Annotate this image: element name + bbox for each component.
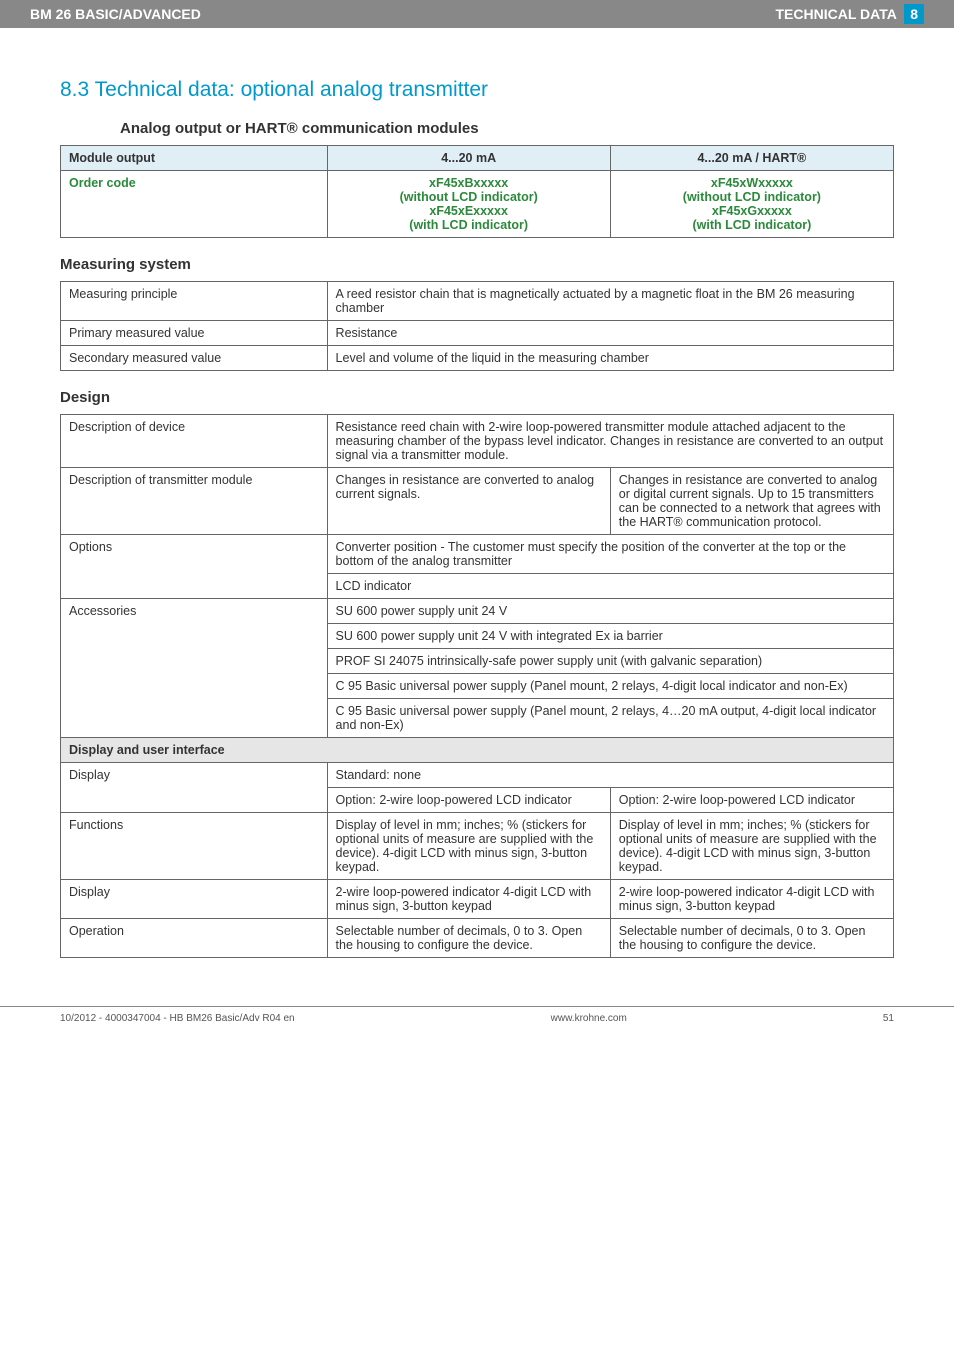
- design-title: Design: [60, 389, 894, 406]
- design-r2c3: Changes in resistance are converted to a…: [610, 468, 893, 535]
- design-r3c1: Options: [61, 535, 328, 599]
- design-r2c2: Changes in resistance are converted to a…: [327, 468, 610, 535]
- design-r5c1: Display: [61, 763, 328, 813]
- header-right: TECHNICAL DATA 8: [776, 6, 925, 22]
- design-r6c1: Functions: [61, 813, 328, 880]
- design-r8c3: Selectable number of decimals, 0 to 3. O…: [610, 919, 893, 958]
- measuring-r1c1: Measuring principle: [61, 282, 328, 321]
- design-r1c2: Resistance reed chain with 2-wire loop-p…: [327, 415, 893, 468]
- measuring-title: Measuring system: [60, 256, 894, 273]
- design-r5b3: Option: 2-wire loop-powered LCD indicato…: [610, 788, 893, 813]
- section-title: 8.3 Technical data: optional analog tran…: [60, 78, 894, 102]
- design-r3b: LCD indicator: [327, 574, 893, 599]
- subsection-title: Analog output or HART® communication mod…: [120, 120, 894, 137]
- design-table: Description of device Resistance reed ch…: [60, 414, 894, 958]
- design-r4d: C 95 Basic universal power supply (Panel…: [327, 674, 893, 699]
- footer-left: 10/2012 - 4000347004 - HB BM26 Basic/Adv…: [60, 1013, 295, 1024]
- header-right-label: TECHNICAL DATA: [776, 6, 897, 22]
- measuring-table: Measuring principle A reed resistor chai…: [60, 281, 894, 371]
- measuring-r1c2: A reed resistor chain that is magnetical…: [327, 282, 893, 321]
- module-header-3: 4...20 mA / HART®: [610, 146, 893, 171]
- measuring-r2c2: Resistance: [327, 321, 893, 346]
- design-r7c3: 2-wire loop-powered indicator 4-digit LC…: [610, 880, 893, 919]
- footer-right: 51: [883, 1013, 894, 1024]
- measuring-r3c2: Level and volume of the liquid in the me…: [327, 346, 893, 371]
- page-footer: 10/2012 - 4000347004 - HB BM26 Basic/Adv…: [0, 1006, 954, 1030]
- design-r7c1: Display: [61, 880, 328, 919]
- design-r4b: SU 600 power supply unit 24 V with integ…: [327, 624, 893, 649]
- design-dui-header: Display and user interface: [61, 738, 894, 763]
- footer-center: www.krohne.com: [551, 1013, 627, 1024]
- design-r1c1: Description of device: [61, 415, 328, 468]
- design-r6c3: Display of level in mm; inches; % (stick…: [610, 813, 893, 880]
- design-r3c2: Converter position - The customer must s…: [327, 535, 893, 574]
- design-r8c2: Selectable number of decimals, 0 to 3. O…: [327, 919, 610, 958]
- header-chapter-badge: 8: [904, 4, 924, 24]
- measuring-r2c1: Primary measured value: [61, 321, 328, 346]
- measuring-r3c1: Secondary measured value: [61, 346, 328, 371]
- design-r8c1: Operation: [61, 919, 328, 958]
- design-r4e: C 95 Basic universal power supply (Panel…: [327, 699, 893, 738]
- module-header-2: 4...20 mA: [327, 146, 610, 171]
- design-r7c2: 2-wire loop-powered indicator 4-digit LC…: [327, 880, 610, 919]
- page-content: 8.3 Technical data: optional analog tran…: [0, 28, 954, 1006]
- design-r4c: PROF SI 24075 intrinsically-safe power s…: [327, 649, 893, 674]
- design-r5b2: Option: 2-wire loop-powered LCD indicato…: [327, 788, 610, 813]
- design-r6c2: Display of level in mm; inches; % (stick…: [327, 813, 610, 880]
- module-header-1: Module output: [61, 146, 328, 171]
- order-code-label: Order code: [61, 171, 328, 238]
- design-r4c1: Accessories: [61, 599, 328, 738]
- order-code-col3: xF45xWxxxxx (without LCD indicator) xF45…: [610, 171, 893, 238]
- design-r2c1: Description of transmitter module: [61, 468, 328, 535]
- design-r4a: SU 600 power supply unit 24 V: [327, 599, 893, 624]
- design-r5a: Standard: none: [327, 763, 893, 788]
- module-output-table: Module output 4...20 mA 4...20 mA / HART…: [60, 145, 894, 238]
- page-header: BM 26 BASIC/ADVANCED TECHNICAL DATA 8: [0, 0, 954, 28]
- order-code-col2: xF45xBxxxxx (without LCD indicator) xF45…: [327, 171, 610, 238]
- header-left: BM 26 BASIC/ADVANCED: [30, 6, 201, 22]
